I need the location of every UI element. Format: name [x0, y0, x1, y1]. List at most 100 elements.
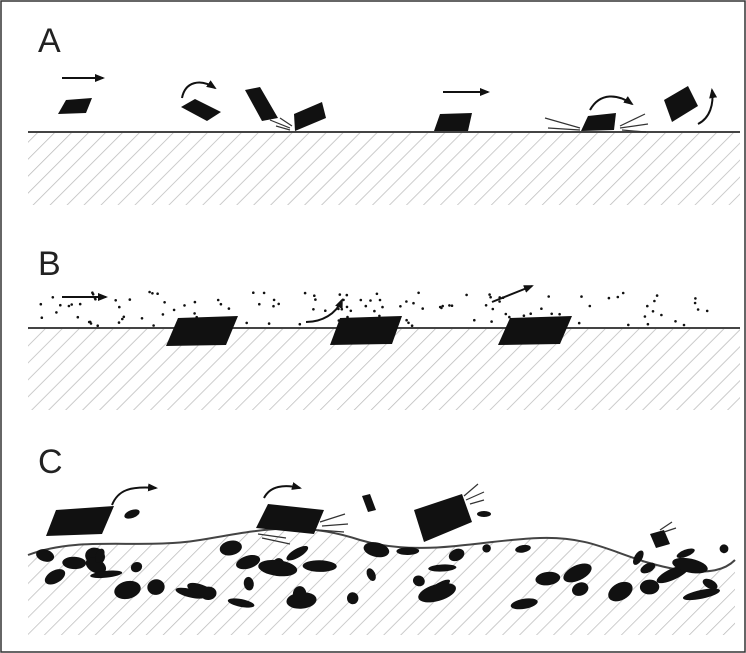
pebble	[130, 561, 143, 573]
dust-dot	[252, 291, 255, 295]
pebble	[44, 569, 66, 585]
grain	[664, 86, 698, 122]
dust-dot	[345, 305, 349, 309]
dust-dot	[118, 305, 121, 309]
dust-dot	[258, 302, 261, 306]
dust-dot	[558, 312, 561, 316]
dust-dot	[508, 315, 511, 319]
pebble	[94, 548, 105, 563]
grain	[581, 113, 616, 131]
pebble	[572, 582, 589, 596]
spray	[269, 117, 293, 131]
pebble	[236, 554, 261, 570]
pebble	[227, 598, 255, 608]
grain	[650, 530, 670, 548]
dust-dot	[272, 298, 276, 302]
grain	[330, 316, 402, 345]
dust-dot	[94, 297, 97, 301]
dust-dot	[298, 322, 302, 326]
panel-label: A	[38, 22, 61, 60]
dust-dot	[89, 322, 93, 325]
spray	[257, 513, 349, 545]
grain	[477, 511, 491, 517]
dust-dot	[262, 291, 266, 295]
pebble	[219, 540, 242, 556]
dust-dot	[55, 311, 58, 314]
dust-dot	[399, 305, 402, 308]
dust-dot	[504, 312, 508, 316]
grain	[46, 506, 114, 536]
dust-dot	[359, 298, 363, 302]
pebble	[147, 579, 165, 595]
pebble	[672, 557, 708, 574]
dust-dot	[694, 297, 697, 300]
pebble	[366, 568, 376, 581]
pebble	[114, 580, 141, 600]
dust-dot	[417, 291, 420, 295]
pebble	[633, 550, 644, 565]
dust-dot	[646, 322, 650, 326]
dust-dot	[193, 312, 196, 315]
arrow	[589, 95, 634, 111]
pebble	[608, 581, 633, 602]
dust-dot	[529, 312, 532, 316]
pebble	[418, 583, 456, 603]
pebble	[510, 598, 538, 610]
dust-dot	[693, 301, 697, 305]
dust-dot	[193, 300, 197, 304]
pebble	[258, 559, 298, 577]
pebble	[396, 547, 420, 556]
pebble	[639, 579, 660, 595]
grain	[181, 99, 221, 121]
pebble	[363, 542, 390, 558]
pebble	[719, 544, 729, 554]
panel-c: C	[27, 443, 736, 635]
dust-dot	[219, 302, 223, 306]
pebble	[187, 582, 214, 597]
grain	[256, 504, 324, 534]
dust-dot	[441, 304, 445, 308]
grain	[434, 113, 472, 131]
dust-dot	[646, 304, 649, 308]
dust-dot	[314, 298, 317, 301]
pebble	[640, 562, 656, 574]
pebble	[62, 556, 87, 570]
dust-dot	[489, 295, 492, 299]
dust-dot	[345, 293, 349, 297]
dust-dot	[324, 309, 327, 313]
dust-dot	[227, 307, 231, 310]
dust-dot	[465, 293, 468, 297]
dust-dot	[653, 299, 656, 303]
dust-dot	[378, 314, 381, 318]
pebble	[482, 544, 491, 553]
panel-a: A	[28, 22, 740, 205]
arrow	[491, 285, 534, 303]
dust-dot	[216, 298, 220, 302]
dust-dot	[151, 292, 154, 295]
dust-dot	[267, 322, 271, 325]
dust-dot	[277, 302, 281, 306]
pebbles	[36, 540, 729, 610]
grain	[58, 98, 92, 114]
pebble	[346, 592, 359, 605]
dust-dot	[490, 320, 493, 323]
dust-dot	[140, 317, 144, 320]
pebble	[36, 549, 55, 562]
dust-dot	[122, 315, 126, 319]
dust-dot	[484, 304, 488, 307]
pebble	[702, 578, 718, 590]
dust-dot	[87, 320, 91, 324]
dust-dot	[655, 294, 659, 297]
dust-dot	[682, 323, 686, 327]
dust-dot	[378, 298, 382, 302]
dust-dot	[412, 301, 415, 305]
panel-b: B	[28, 245, 740, 410]
spray	[659, 521, 677, 533]
dust-dot	[59, 303, 62, 307]
dust-dot	[381, 305, 384, 309]
dust-dot	[245, 321, 248, 325]
dust-dot	[522, 314, 526, 318]
dust-dot	[405, 318, 408, 322]
dust-dot	[114, 299, 117, 302]
dust-dot	[651, 310, 655, 313]
